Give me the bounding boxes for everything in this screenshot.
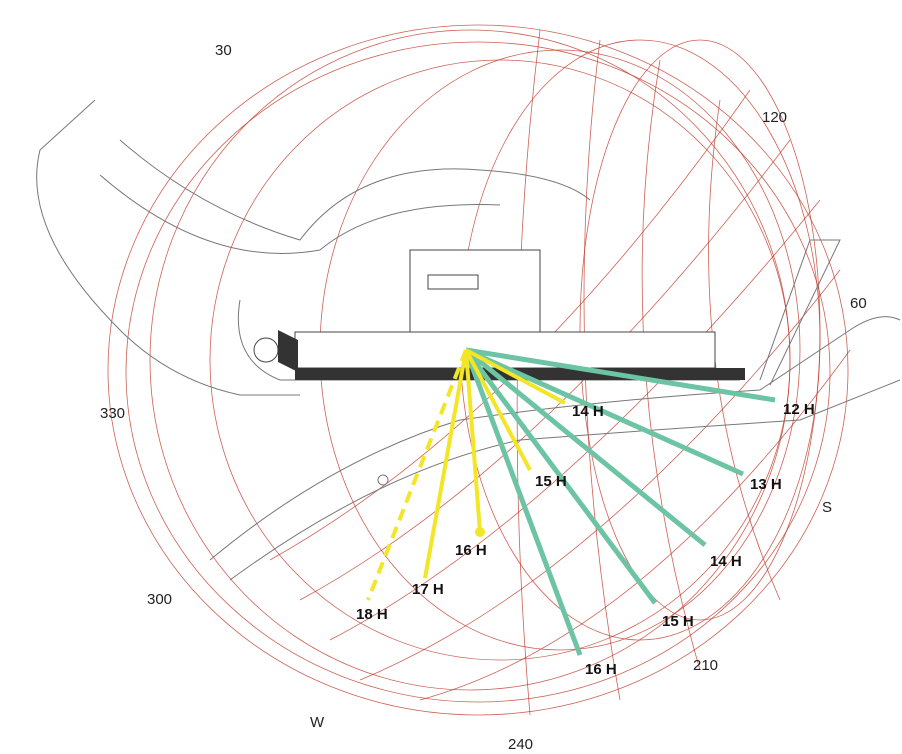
summer-ray	[463, 348, 658, 605]
compass-label: 300	[147, 591, 172, 608]
compass-label: 240	[508, 736, 533, 753]
site-road	[229, 379, 901, 581]
winter-ray	[465, 348, 566, 405]
hour-label: 16 H	[455, 542, 487, 559]
labels: 30 120 60 330 300 S 210 W 240 12 H 13 H 14 H 15 H 16 …	[100, 42, 867, 753]
compass-label: S	[822, 499, 832, 516]
compass-label: W	[310, 714, 325, 731]
horizon-circle	[107, 24, 849, 716]
compass-label: 210	[693, 657, 718, 674]
summer-ray	[463, 349, 583, 656]
hour-label: 14 H	[710, 553, 742, 570]
summer-ray	[464, 348, 707, 547]
site-road	[99, 174, 501, 254]
hour-label: 13 H	[750, 476, 782, 493]
winter-ray	[423, 349, 468, 579]
stair	[278, 330, 298, 372]
hour-label: 16 H	[585, 661, 617, 678]
summer-ray	[465, 347, 776, 403]
sun-rays	[366, 347, 776, 656]
building-upper	[409, 249, 541, 333]
ray-end	[475, 527, 485, 537]
site-road	[237, 299, 740, 381]
altitude-circle	[579, 39, 821, 621]
altitude-circle	[209, 59, 791, 661]
day-arc	[329, 199, 821, 641]
compass-label: 330	[100, 405, 125, 422]
hour-label: 18 H	[356, 606, 388, 623]
hour-label: 12 H	[783, 401, 815, 418]
ramp	[253, 337, 279, 363]
site-road	[759, 239, 841, 386]
window-band	[427, 274, 479, 290]
building-lower	[294, 331, 716, 369]
winter-ray	[366, 349, 468, 601]
site-road	[119, 139, 591, 241]
hour-label: 15 H	[535, 473, 567, 490]
site-outline	[36, 99, 300, 396]
winter-ray	[464, 349, 532, 471]
summer-ray	[464, 347, 745, 477]
hour-label: 14 H	[572, 403, 604, 420]
hour-label: 15 H	[662, 613, 694, 630]
horizon-circle	[125, 41, 831, 703]
winter-ray	[464, 349, 482, 533]
tree	[377, 474, 389, 486]
hour-arc	[708, 99, 781, 601]
hour-label: 17 H	[412, 581, 444, 598]
compass-label: 60	[850, 295, 867, 312]
compass-label: 30	[215, 42, 232, 59]
site-plan	[36, 99, 901, 581]
site-road	[209, 316, 901, 561]
compass-label: 120	[762, 109, 787, 126]
day-arc	[299, 139, 791, 601]
